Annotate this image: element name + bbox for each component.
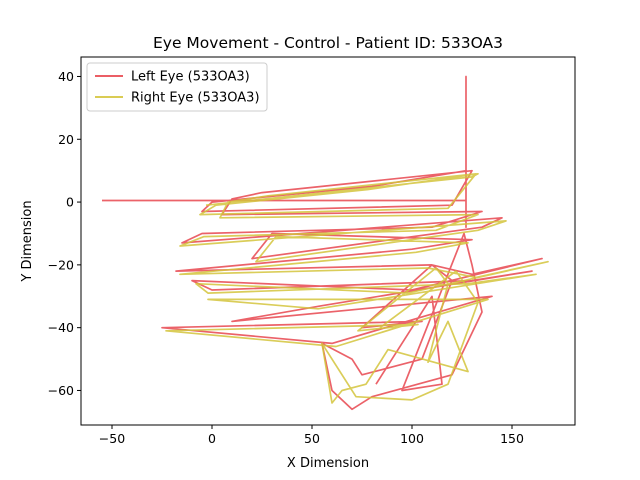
data-line	[165, 172, 549, 404]
chart-title: Eye Movement - Control - Patient ID: 533…	[153, 34, 503, 52]
x-tick-label: −50	[99, 431, 125, 446]
y-tick-label: −20	[48, 257, 74, 272]
legend-label: Right Eye (533OA3)	[131, 91, 260, 106]
y-tick-label: 20	[58, 132, 74, 147]
legend-box	[86, 62, 268, 112]
y-tick-label: −40	[48, 320, 74, 335]
y-tick-label: 40	[58, 69, 74, 84]
x-tick-label: 50	[304, 431, 320, 446]
axes-frame	[80, 56, 576, 426]
x-tick-label: 0	[208, 431, 216, 446]
legend-label: Left Eye (533OA3)	[131, 70, 250, 85]
y-tick-label: 0	[66, 195, 74, 210]
x-axis-label: X Dimension	[287, 456, 369, 471]
plot-area	[102, 75, 549, 411]
x-tick-label: 100	[400, 431, 424, 446]
data-line	[102, 75, 543, 411]
y-tick-label: −60	[48, 383, 74, 398]
x-tick-label: 150	[500, 431, 524, 446]
y-axis-label: Y Dimension	[20, 200, 35, 282]
